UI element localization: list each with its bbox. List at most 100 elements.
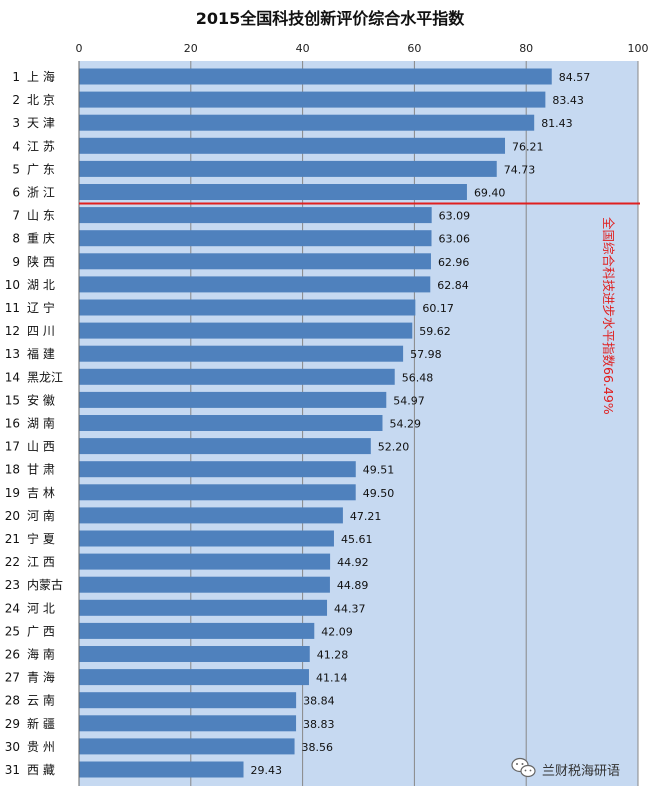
rank-label: 6	[12, 186, 20, 200]
value-label: 44.89	[337, 579, 369, 592]
value-label: 57.98	[410, 348, 442, 361]
rank-label: 4	[12, 139, 20, 153]
bar	[79, 669, 309, 686]
bar	[79, 461, 356, 478]
bar	[79, 738, 295, 755]
value-label: 38.83	[303, 718, 335, 731]
value-label: 41.28	[317, 649, 349, 662]
value-label: 47.21	[350, 510, 382, 523]
value-label: 42.09	[321, 625, 353, 638]
rank-label: 5	[12, 162, 20, 176]
category-label: 宁 夏	[27, 531, 55, 546]
rank-label: 8	[12, 232, 20, 246]
bar	[79, 715, 297, 732]
value-label: 76.21	[512, 140, 544, 153]
x-tick-label: 0	[76, 42, 83, 55]
rank-label: 19	[5, 486, 20, 500]
category-label: 内蒙古	[27, 577, 63, 592]
category-label: 山 西	[27, 440, 55, 454]
bar	[79, 438, 371, 455]
rank-label: 2	[12, 93, 20, 107]
rank-label: 28	[5, 694, 20, 708]
x-tick-label: 60	[407, 42, 421, 55]
rank-label: 20	[5, 509, 20, 523]
category-label: 贵 州	[27, 740, 55, 754]
value-label: 44.37	[334, 602, 366, 615]
value-label: 81.43	[541, 117, 573, 130]
bar	[79, 368, 395, 385]
value-label: 59.62	[419, 325, 451, 338]
category-label: 甘 肃	[27, 463, 55, 477]
bar	[79, 553, 331, 570]
category-label: 广 西	[27, 624, 55, 638]
plot-area: 0 20 40 60 80 100 1 上 海 84.57 2 北 京 83.43 3 天 津 81.43 4…	[5, 42, 649, 786]
rank-label: 30	[5, 740, 20, 754]
value-label: 62.96	[438, 256, 470, 269]
rank-label: 21	[5, 532, 20, 546]
rank-label: 23	[5, 578, 20, 592]
bar	[79, 207, 432, 224]
value-label: 54.97	[393, 394, 425, 407]
bar	[79, 646, 310, 662]
rank-label: 16	[5, 417, 20, 431]
category-label: 江 西	[27, 555, 55, 569]
category-label: 新 疆	[27, 716, 55, 731]
value-label: 44.92	[337, 556, 369, 569]
category-label: 江 苏	[27, 139, 55, 153]
value-label: 49.50	[363, 487, 395, 500]
value-label: 49.51	[363, 464, 395, 477]
rank-label: 17	[5, 440, 20, 454]
rank-label: 31	[5, 763, 20, 777]
bar	[79, 276, 431, 293]
value-label: 38.56	[302, 741, 334, 754]
bar	[79, 622, 315, 639]
category-label: 陕 西	[27, 254, 55, 269]
bar	[79, 253, 431, 270]
value-label: 69.40	[474, 187, 506, 200]
rank-label: 3	[12, 116, 20, 130]
rank-label: 24	[5, 601, 20, 615]
category-label: 四 川	[27, 324, 55, 338]
value-label: 45.61	[341, 533, 373, 546]
rank-label: 25	[5, 624, 20, 638]
bar	[79, 345, 404, 362]
category-label: 广 东	[27, 162, 55, 176]
category-label: 山 东	[27, 209, 55, 223]
category-label: 北 京	[27, 93, 55, 107]
rank-label: 12	[5, 324, 20, 338]
value-label: 62.84	[437, 279, 469, 292]
category-label: 福 建	[27, 346, 55, 361]
category-label: 天 津	[27, 116, 55, 130]
rank-label: 29	[5, 717, 20, 731]
bar	[79, 415, 383, 431]
rank-label: 15	[5, 393, 20, 407]
category-label: 湖 北	[27, 277, 55, 292]
x-tick-label: 40	[296, 42, 310, 55]
rank-label: 14	[5, 370, 20, 384]
value-label: 41.14	[316, 672, 348, 685]
value-label: 63.09	[439, 210, 471, 223]
watermark: 兰财税海研语	[511, 757, 620, 779]
watermark-text: 兰财税海研语	[542, 764, 620, 779]
rank-label: 18	[5, 463, 20, 477]
chart-title: 2015全国科技创新评价综合水平指数	[196, 9, 466, 28]
bar	[79, 576, 330, 593]
value-label: 60.17	[422, 302, 454, 315]
x-tick-label: 20	[184, 42, 198, 55]
x-tick-label: 100	[628, 42, 649, 55]
value-label: 84.57	[559, 71, 591, 84]
bar	[79, 230, 432, 247]
bar	[79, 761, 244, 778]
value-label: 83.43	[552, 94, 584, 107]
rank-label: 1	[12, 70, 20, 84]
value-label: 29.43	[251, 764, 283, 777]
bar	[79, 299, 416, 316]
rank-label: 26	[5, 648, 20, 662]
reference-annotation: 全国综合科技进步水平指数66.49%	[601, 217, 616, 415]
bar	[79, 530, 334, 547]
rank-label: 13	[5, 347, 20, 361]
bar	[79, 692, 297, 709]
bar	[79, 391, 387, 408]
rank-label: 27	[5, 671, 20, 685]
